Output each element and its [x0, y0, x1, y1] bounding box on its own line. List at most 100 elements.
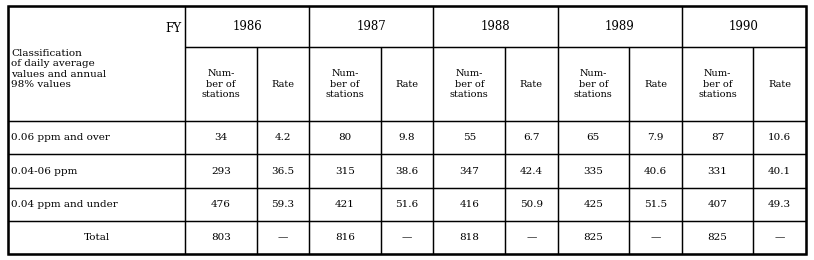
Text: 407: 407: [707, 200, 728, 209]
Text: 59.3: 59.3: [271, 200, 295, 209]
Bar: [505, 221, 558, 254]
Bar: [185, 121, 256, 154]
Bar: [629, 121, 682, 154]
Text: 347: 347: [459, 167, 479, 176]
Bar: [309, 121, 381, 154]
Bar: [682, 188, 753, 221]
Bar: [753, 121, 806, 154]
Bar: [256, 154, 309, 188]
Bar: [434, 221, 505, 254]
Bar: [8, 121, 185, 154]
Bar: [381, 221, 434, 254]
Bar: [309, 221, 381, 254]
Text: —: —: [650, 233, 661, 242]
Text: 10.6: 10.6: [768, 133, 791, 142]
Bar: [309, 154, 381, 188]
Bar: [753, 221, 806, 254]
Text: 335: 335: [584, 167, 603, 176]
Text: 425: 425: [584, 200, 603, 209]
Text: 803: 803: [211, 233, 231, 242]
Bar: [434, 6, 558, 47]
Bar: [434, 121, 505, 154]
Bar: [558, 47, 629, 121]
Text: Num-
ber of
stations: Num- ber of stations: [202, 69, 240, 99]
Bar: [256, 121, 309, 154]
Bar: [558, 154, 629, 188]
Text: Rate: Rate: [644, 80, 667, 89]
Bar: [558, 121, 629, 154]
Bar: [558, 188, 629, 221]
Text: 49.3: 49.3: [768, 200, 791, 209]
Text: 34: 34: [214, 133, 227, 142]
Bar: [8, 6, 185, 121]
Text: —: —: [774, 233, 785, 242]
Bar: [309, 6, 434, 47]
Bar: [381, 154, 434, 188]
Text: 416: 416: [459, 200, 479, 209]
Text: Rate: Rate: [520, 80, 543, 89]
Bar: [309, 47, 381, 121]
Bar: [381, 47, 434, 121]
Text: Rate: Rate: [271, 80, 295, 89]
Text: —: —: [402, 233, 413, 242]
Bar: [434, 47, 505, 121]
Bar: [753, 188, 806, 221]
Text: Rate: Rate: [396, 80, 418, 89]
Text: Classification
of daily average
values and annual
98% values: Classification of daily average values a…: [11, 49, 107, 89]
Text: 825: 825: [584, 233, 603, 242]
Bar: [558, 6, 682, 47]
Bar: [558, 221, 629, 254]
Text: 1988: 1988: [481, 20, 510, 33]
Bar: [309, 188, 381, 221]
Text: 50.9: 50.9: [519, 200, 543, 209]
Bar: [505, 188, 558, 221]
Bar: [256, 221, 309, 254]
Text: 80: 80: [339, 133, 352, 142]
Text: Rate: Rate: [768, 80, 791, 89]
Text: 87: 87: [711, 133, 724, 142]
Bar: [629, 47, 682, 121]
Bar: [505, 121, 558, 154]
Bar: [682, 47, 753, 121]
Bar: [8, 188, 185, 221]
Text: 1990: 1990: [729, 20, 759, 33]
Bar: [8, 221, 185, 254]
Text: 1986: 1986: [232, 20, 262, 33]
Text: 0.06 ppm and over: 0.06 ppm and over: [11, 133, 110, 142]
Text: 40.1: 40.1: [768, 167, 791, 176]
Text: —: —: [526, 233, 536, 242]
Bar: [185, 47, 256, 121]
Text: 476: 476: [211, 200, 231, 209]
Text: 818: 818: [459, 233, 479, 242]
Bar: [629, 221, 682, 254]
Text: 38.6: 38.6: [396, 167, 418, 176]
Text: 6.7: 6.7: [523, 133, 540, 142]
Text: 42.4: 42.4: [519, 167, 543, 176]
Text: 825: 825: [707, 233, 728, 242]
Text: 315: 315: [335, 167, 355, 176]
Text: 7.9: 7.9: [647, 133, 663, 142]
Text: —: —: [278, 233, 288, 242]
Bar: [185, 188, 256, 221]
Bar: [434, 188, 505, 221]
Text: 1987: 1987: [357, 20, 387, 33]
Text: 65: 65: [587, 133, 600, 142]
Bar: [381, 121, 434, 154]
Text: 0.04 ppm and under: 0.04 ppm and under: [11, 200, 118, 209]
Text: 51.6: 51.6: [396, 200, 418, 209]
Text: 331: 331: [707, 167, 728, 176]
Bar: [256, 188, 309, 221]
Text: 4.2: 4.2: [274, 133, 291, 142]
Text: Num-
ber of
stations: Num- ber of stations: [698, 69, 737, 99]
Bar: [8, 154, 185, 188]
Bar: [753, 154, 806, 188]
Bar: [682, 121, 753, 154]
Text: 55: 55: [462, 133, 476, 142]
Text: 816: 816: [335, 233, 355, 242]
Bar: [185, 154, 256, 188]
Text: Num-
ber of
stations: Num- ber of stations: [326, 69, 365, 99]
Bar: [682, 6, 806, 47]
Bar: [434, 154, 505, 188]
Text: Num-
ber of
stations: Num- ber of stations: [574, 69, 613, 99]
Bar: [629, 188, 682, 221]
